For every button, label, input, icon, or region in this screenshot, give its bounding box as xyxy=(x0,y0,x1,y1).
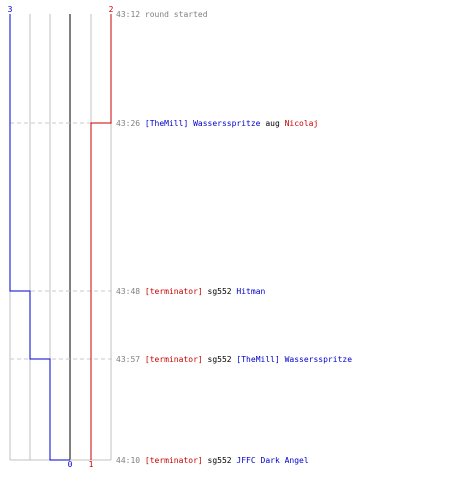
event-time: 43:57 xyxy=(116,355,145,364)
series-lines xyxy=(9,14,112,461)
event-text-part: aug xyxy=(261,119,285,128)
left-end-value-label: 0 xyxy=(68,460,73,469)
event-row: 43:26 [TheMill] Wassersspritze aug Nicol… xyxy=(116,119,318,128)
event-text-part: sg552 xyxy=(203,355,237,364)
event-text-part: JFFC Dark Angel xyxy=(236,456,308,465)
event-text-part: [terminator] xyxy=(145,287,203,296)
event-text-part: round started xyxy=(145,10,208,19)
grid-lines xyxy=(9,14,112,461)
event-log: 43:12 round started 43:26 [TheMill] Wasse… xyxy=(116,10,352,465)
event-text-part: [terminator] xyxy=(145,456,203,465)
right-team-step-line xyxy=(90,14,112,460)
event-time: 43:48 xyxy=(116,287,145,296)
event-text-part: [TheMill] Wassersspritze xyxy=(236,355,352,364)
event-text-part: Nicolaj xyxy=(285,119,319,128)
event-time: 43:26 xyxy=(116,119,145,128)
event-time: 44:10 xyxy=(116,456,145,465)
event-dashed-lines xyxy=(10,122,114,360)
event-text-part: Hitman xyxy=(236,287,265,296)
event-row: 43:48 [terminator] sg552 Hitman xyxy=(116,287,266,296)
event-text-part: sg552 xyxy=(203,287,237,296)
event-text-part: sg552 xyxy=(203,456,237,465)
event-time: 43:12 xyxy=(116,10,145,19)
event-text-part: [terminator] xyxy=(145,355,203,364)
event-text-part: [TheMill] Wassersspritze xyxy=(145,119,261,128)
start-value-label: 3 xyxy=(8,5,13,14)
left-team-step-line xyxy=(9,14,70,461)
value-labels: 3 2 0 1 xyxy=(8,5,114,469)
event-row: 43:57 [terminator] sg552 [TheMill] Wasse… xyxy=(116,355,352,364)
top-right-value-label: 2 xyxy=(109,5,114,14)
event-row: 43:12 round started xyxy=(116,10,208,19)
right-end-value-label: 1 xyxy=(89,460,94,469)
event-row: 44:10 [terminator] sg552 JFFC Dark Angel xyxy=(116,456,309,465)
